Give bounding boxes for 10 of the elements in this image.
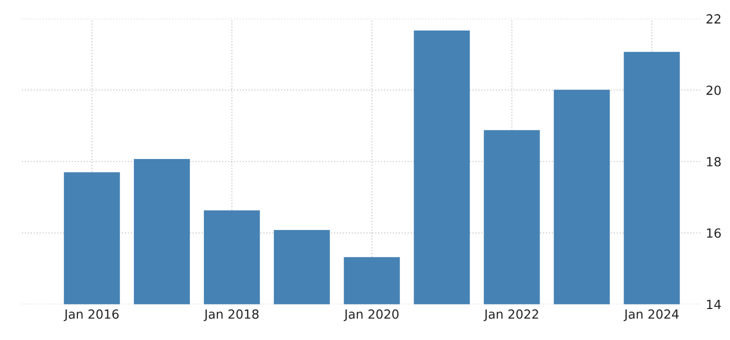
y-tick-label: 18 bbox=[707, 156, 721, 166]
y-tick-label: 14 bbox=[707, 300, 721, 310]
y-tick-label: 20 bbox=[706, 86, 721, 96]
x-tick-label: Jan 2020 bbox=[344, 309, 399, 322]
y-tick-label: 16 bbox=[707, 228, 721, 238]
x-tick-label: Jan 2018 bbox=[204, 309, 259, 322]
x-tick-label: Jan 2022 bbox=[484, 309, 538, 322]
y-tick-label: 22 bbox=[706, 14, 720, 24]
x-tick-label: Jan 2016 bbox=[64, 309, 119, 322]
x-tick-label: Jan 2024 bbox=[624, 309, 679, 322]
